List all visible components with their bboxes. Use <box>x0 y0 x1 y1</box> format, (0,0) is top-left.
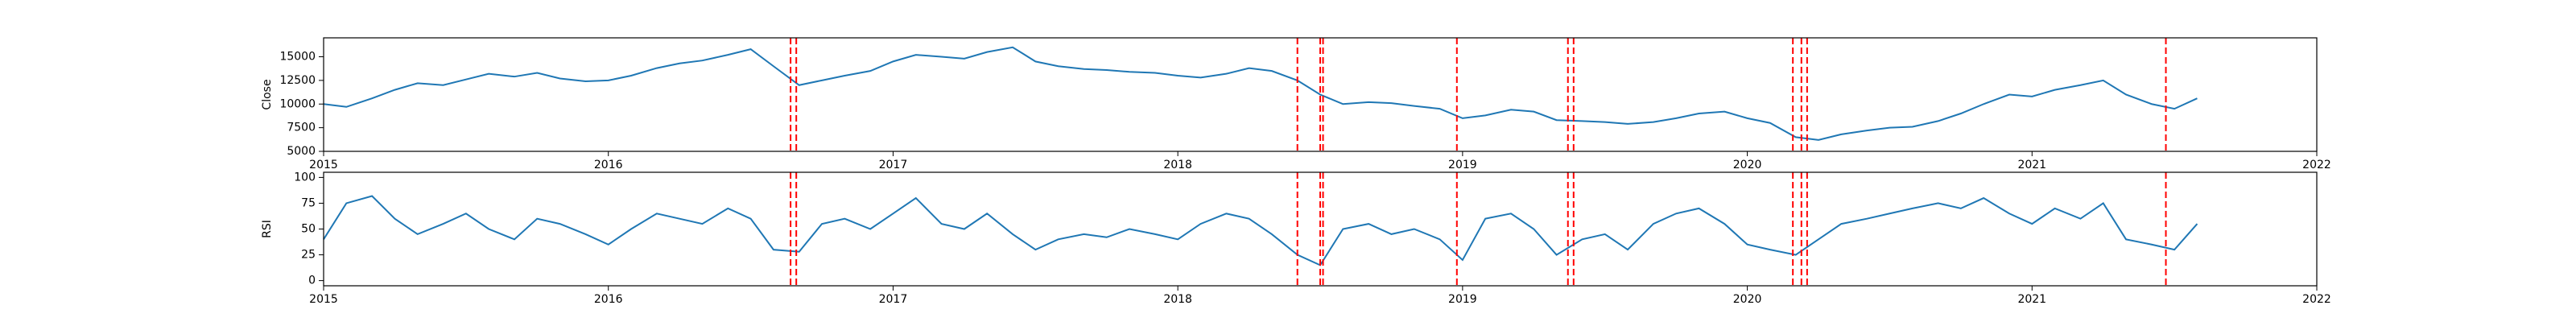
axes-frame <box>323 171 2318 287</box>
y-axis-label: Close <box>261 79 274 109</box>
x-tick-label: 2020 <box>1733 159 1762 171</box>
x-tick-label: 2022 <box>2302 293 2331 306</box>
y-tick-label: 15000 <box>279 51 316 64</box>
price-line <box>323 46 2198 141</box>
x-tick-label: 2017 <box>879 159 908 171</box>
x-tick-label: 2019 <box>1448 293 1477 306</box>
y-axis-label: RSI <box>261 220 274 238</box>
x-tick-label: 2016 <box>594 159 623 171</box>
x-tick-label: 2015 <box>309 159 338 171</box>
y-tick-label: 0 <box>308 275 316 287</box>
x-tick-label: 2021 <box>2017 293 2046 306</box>
x-tick-label: 2021 <box>2017 159 2046 171</box>
y-tick-label: 50 <box>301 223 316 236</box>
x-tick-label: 2018 <box>1163 293 1192 306</box>
y-tick-label: 75 <box>301 196 316 209</box>
x-tick-label: 2022 <box>2302 159 2331 171</box>
x-tick-label: 2020 <box>1733 293 1762 306</box>
x-tick-label: 2018 <box>1163 159 1192 171</box>
x-tick-label: 2017 <box>879 293 908 306</box>
y-tick-label: 7500 <box>287 122 316 134</box>
x-tick-label: 2015 <box>309 293 338 306</box>
y-tick-label: 12500 <box>279 74 316 87</box>
x-tick-label: 2019 <box>1448 159 1477 171</box>
y-tick-label: 100 <box>294 171 316 184</box>
y-tick-label: 25 <box>301 249 316 262</box>
price-line <box>323 195 2198 266</box>
y-tick-label: 5000 <box>287 145 316 158</box>
axes-frame <box>323 37 2318 152</box>
x-tick-label: 2016 <box>594 293 623 306</box>
y-tick-label: 10000 <box>279 97 316 110</box>
